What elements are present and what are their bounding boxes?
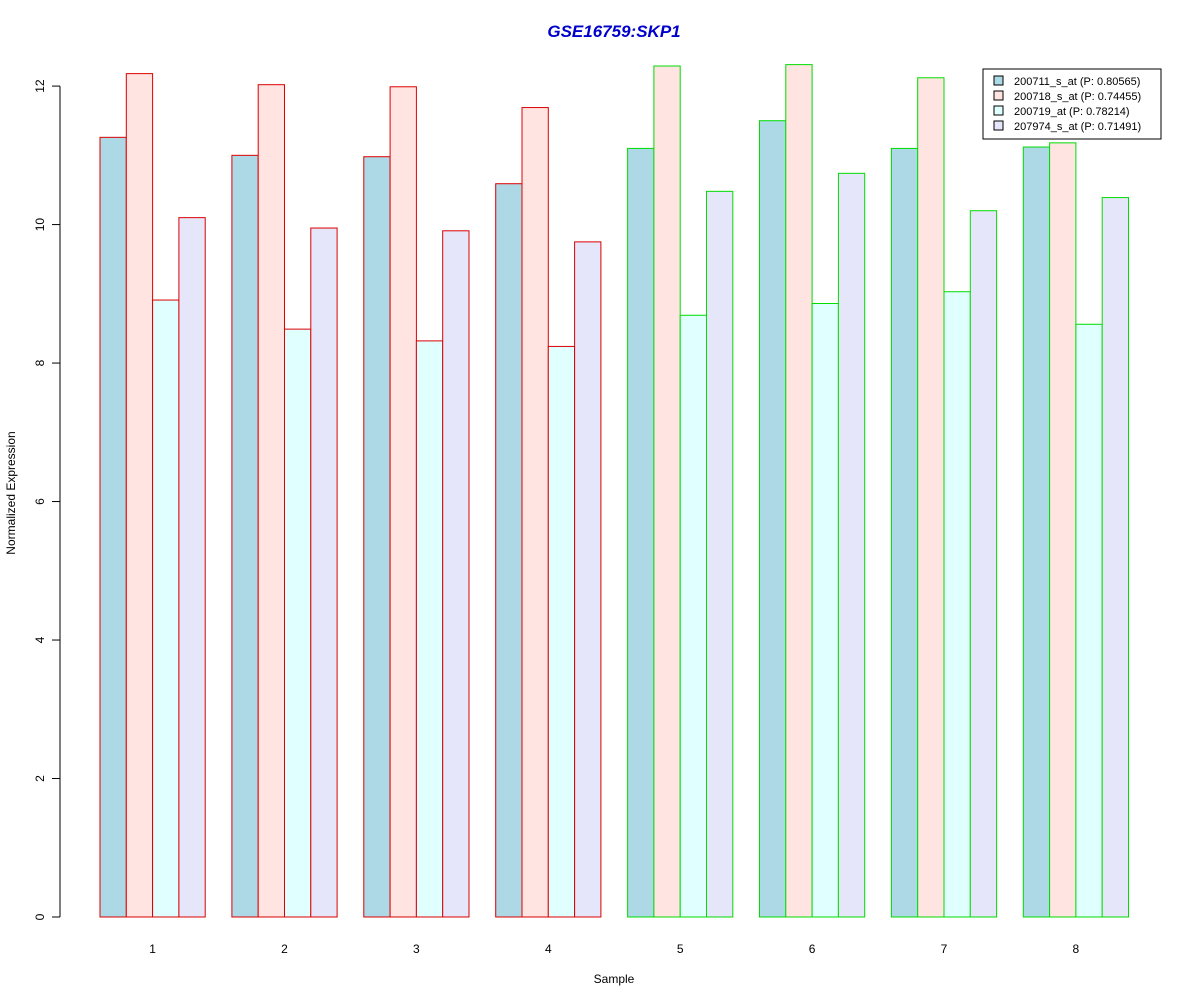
bars bbox=[99, 64, 1129, 918]
bar bbox=[231, 154, 259, 918]
bar bbox=[152, 299, 180, 918]
bar bbox=[178, 217, 206, 918]
legend-label: 200719_at (P: 0.78214) bbox=[1014, 106, 1130, 118]
y-tick-label: 0 bbox=[33, 913, 47, 920]
bar bbox=[917, 77, 945, 918]
bar bbox=[679, 314, 708, 918]
bar bbox=[706, 190, 734, 918]
bar bbox=[837, 172, 866, 918]
x-axis-label: Sample bbox=[594, 972, 635, 986]
legend-swatch bbox=[993, 90, 1004, 101]
bar bbox=[389, 86, 417, 918]
bar bbox=[1101, 197, 1129, 918]
legend-label: 200711_s_at (P: 0.80565) bbox=[1014, 76, 1140, 88]
legend: 200711_s_at (P: 0.80565) 200718_s_at (P: … bbox=[982, 68, 1162, 140]
legend-swatch bbox=[993, 105, 1004, 116]
legend-label: 200718_s_at (P: 0.74455) bbox=[1014, 91, 1141, 103]
legend-swatch bbox=[993, 75, 1004, 86]
x-axis: 1 2 3 4 5 6 7 8 bbox=[149, 942, 1079, 956]
bar bbox=[521, 107, 549, 918]
bar bbox=[99, 136, 127, 918]
bar bbox=[1022, 146, 1051, 918]
bar bbox=[310, 227, 338, 918]
bar bbox=[125, 73, 154, 918]
bar bbox=[495, 183, 523, 918]
bar bbox=[653, 65, 681, 918]
x-tick-label: 2 bbox=[281, 942, 288, 956]
bar bbox=[1049, 142, 1077, 918]
bar bbox=[943, 291, 971, 918]
legend-swatch bbox=[993, 120, 1004, 131]
x-tick-label: 6 bbox=[809, 942, 816, 956]
bar bbox=[415, 340, 444, 918]
y-tick-label: 10 bbox=[33, 218, 47, 232]
x-tick-label: 5 bbox=[677, 942, 684, 956]
bar bbox=[759, 120, 787, 918]
bar bbox=[574, 241, 602, 918]
legend-box bbox=[982, 68, 1162, 140]
y-tick-label: 12 bbox=[33, 79, 47, 93]
bar bbox=[969, 210, 998, 918]
x-tick-label: 7 bbox=[941, 942, 948, 956]
legend-label: 207974_s_at (P: 0.71491) bbox=[1014, 121, 1141, 133]
bar bbox=[363, 156, 391, 918]
bar bbox=[284, 328, 312, 918]
y-tick-label: 2 bbox=[33, 775, 47, 782]
bar bbox=[811, 303, 839, 918]
x-tick-label: 8 bbox=[1073, 942, 1080, 956]
x-tick-label: 1 bbox=[149, 942, 156, 956]
bar bbox=[547, 345, 576, 918]
y-tick-label: 4 bbox=[33, 636, 47, 643]
y-axis-label: Normalized Expression bbox=[4, 431, 18, 554]
bar bbox=[627, 147, 655, 918]
bar bbox=[1075, 323, 1103, 918]
y-axis: 0 2 4 6 8 10 12 bbox=[33, 79, 61, 920]
bar bbox=[257, 84, 286, 918]
bar bbox=[442, 230, 470, 918]
bar bbox=[890, 147, 919, 918]
x-tick-label: 4 bbox=[545, 942, 552, 956]
bar bbox=[785, 64, 813, 918]
y-tick-label: 6 bbox=[33, 498, 47, 505]
chart-title: GSE16759:SKP1 bbox=[547, 22, 680, 41]
x-tick-label: 3 bbox=[413, 942, 420, 956]
y-tick-label: 8 bbox=[33, 359, 47, 366]
